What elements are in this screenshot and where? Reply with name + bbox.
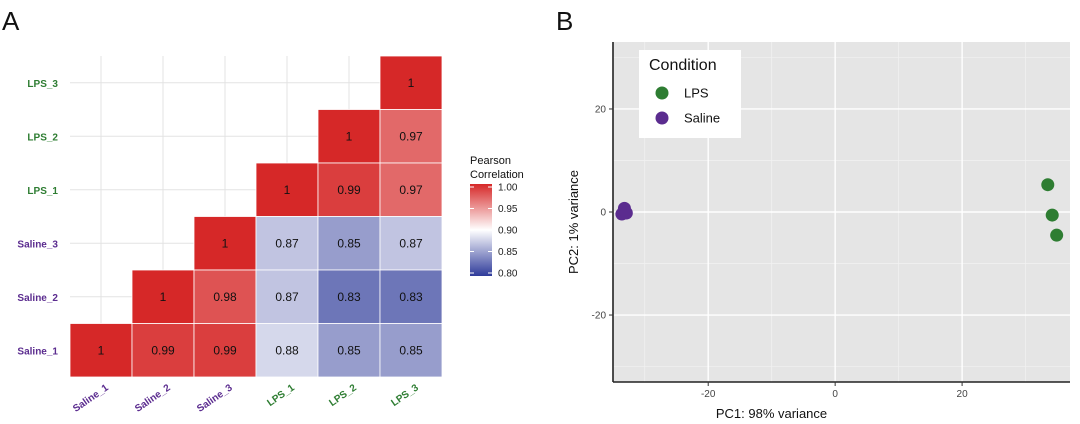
legend-tick-label: 1.00 (498, 183, 518, 194)
pca-x-tick-label: 0 (832, 389, 838, 400)
heatmap-cell-value: 0.97 (399, 183, 423, 197)
legend-tick-label: 0.90 (498, 226, 518, 237)
heatmap-cell-value: 0.83 (337, 290, 361, 304)
heatmap-cell-value: 0.99 (213, 343, 237, 357)
figure-svg: A B 1 1 0.97 1 0.99 0.97 1 0.87 0.85 0.87 1 0.98 0.8… (0, 0, 1080, 424)
pca-y-axis-title: PC2: 1% variance (566, 170, 581, 274)
heatmap-row-label: LPS_2 (27, 132, 58, 143)
lps-point (1050, 229, 1063, 242)
panel-label-a: A (2, 6, 20, 36)
heatmap-cell-value: 1 (98, 343, 105, 357)
heatmap-row-label: LPS_1 (27, 186, 58, 197)
heatmap-row-label: Saline_1 (17, 346, 58, 357)
heatmap-cell-value: 1 (346, 129, 353, 143)
heatmap-col-label: Saline_2 (133, 382, 173, 415)
heatmap-col-label: LPS_3 (389, 382, 421, 409)
pca-x-axis-title: PC1: 98% variance (716, 406, 827, 421)
heatmap-cell-value: 0.87 (275, 290, 299, 304)
pca-legend: Condition LPS Saline (639, 50, 741, 138)
heatmap-cell-value: 0.99 (151, 343, 175, 357)
heatmap-col-label: Saline_3 (195, 382, 235, 415)
panel-label-b: B (556, 6, 573, 36)
correlation-legend: Pearson Correlation 1.00 0.95 0.90 0.85 0.80 (470, 155, 524, 280)
heatmap-cell-value: 0.85 (337, 343, 361, 357)
heatmap-cell-value: 0.83 (399, 290, 423, 304)
legend-tick-label: 0.80 (498, 269, 518, 280)
heatmap-cell-value: 0.85 (337, 236, 361, 250)
pca-legend-key-saline (656, 112, 669, 125)
pca-y-tick-label: 0 (600, 208, 606, 219)
heatmap-cell-value: 0.85 (399, 343, 423, 357)
lps-point (1041, 178, 1054, 191)
heatmap-cell-value: 0.99 (337, 183, 361, 197)
lps-point (1046, 209, 1059, 222)
heatmap-cell-value: 0.98 (213, 290, 237, 304)
heatmap-cell-value: 0.87 (399, 236, 423, 250)
legend-tick-label: 0.85 (498, 247, 518, 258)
legend-tick-label: 0.95 (498, 204, 518, 215)
heatmap-row-label: Saline_2 (17, 293, 58, 304)
heatmap-row-label: Saline_3 (17, 239, 58, 250)
correlation-heatmap: 1 1 0.97 1 0.99 0.97 1 0.87 0.85 0.87 1 0.98 0.87 0.8… (17, 56, 442, 415)
heatmap-cell-value: 1 (222, 236, 229, 250)
pca-legend-title: Condition (649, 57, 717, 74)
pca-y-tick-label: 20 (595, 104, 607, 115)
heatmap-col-label: LPS_1 (265, 382, 297, 409)
heatmap-cell-value: 1 (160, 290, 167, 304)
heatmap-cell-value: 0.87 (275, 236, 299, 250)
saline-point (620, 207, 633, 220)
pca-legend-key-lps (656, 87, 669, 100)
heatmap-cell-value: 0.97 (399, 129, 423, 143)
heatmap-cell-value: 0.88 (275, 343, 299, 357)
figure: A B 1 1 0.97 1 0.99 0.97 1 0.87 0.85 0.87 1 0.98 0.8… (0, 0, 1080, 424)
heatmap-cell-value: 1 (284, 183, 291, 197)
heatmap-cell-value: 1 (408, 76, 415, 90)
legend-title-line1: Pearson (470, 155, 511, 167)
pca-x-tick-label: -20 (701, 389, 716, 400)
heatmap-col-label: LPS_2 (327, 382, 359, 409)
pca-x-tick-label: 20 (957, 389, 969, 400)
pca-y-tick-label: -20 (592, 311, 607, 322)
heatmap-col-label: Saline_1 (71, 382, 111, 415)
heatmap-row-label: LPS_3 (27, 79, 58, 90)
pca-legend-label-lps: LPS (684, 86, 709, 101)
legend-title-line2: Correlation (470, 169, 524, 181)
pca-legend-label-saline: Saline (684, 111, 720, 126)
